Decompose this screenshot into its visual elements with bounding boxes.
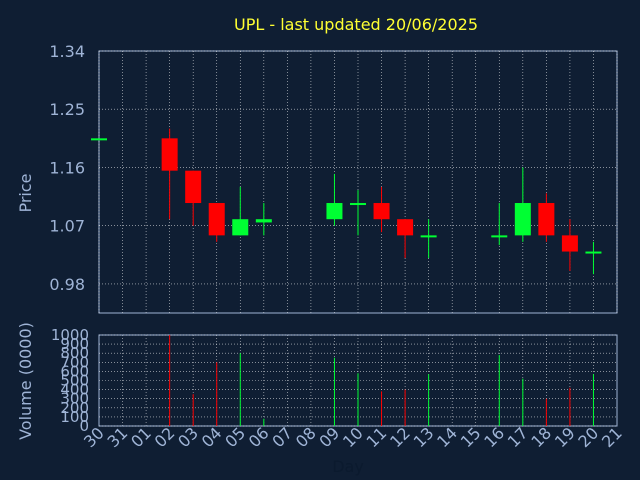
day-axis-label: Day bbox=[332, 457, 364, 476]
chart-title: UPL - last updated 20/06/2025 bbox=[234, 15, 478, 34]
volume-tick-label: 0 bbox=[79, 417, 89, 435]
candle-body bbox=[161, 138, 178, 171]
volume-tick-label: 700 bbox=[60, 353, 89, 371]
volume-tick-label: 500 bbox=[60, 372, 89, 390]
volume-tick-label: 800 bbox=[60, 344, 89, 362]
candle-body bbox=[185, 170, 202, 204]
price-tick-label: 1.34 bbox=[49, 42, 85, 61]
candle-body bbox=[255, 219, 272, 223]
x-tick-label: 21 bbox=[598, 423, 626, 451]
candle-body bbox=[514, 203, 531, 236]
candle-body bbox=[538, 203, 555, 236]
candle-body bbox=[232, 219, 249, 236]
price-axis-label: Price bbox=[16, 173, 35, 212]
price-tick-label: 1.25 bbox=[49, 100, 85, 119]
volume-tick-label: 400 bbox=[60, 381, 89, 399]
candle-body bbox=[420, 235, 437, 238]
volume-axis-label: Volume (0000) bbox=[16, 322, 35, 440]
volume-tick-label: 200 bbox=[60, 399, 89, 417]
candle-body bbox=[91, 138, 107, 141]
volume-tick-label: 300 bbox=[60, 390, 89, 408]
volume-tick-label: 900 bbox=[60, 335, 89, 353]
volume-tick-label: 600 bbox=[60, 362, 89, 380]
price-tick-label: 0.98 bbox=[49, 275, 85, 294]
candle-body bbox=[350, 203, 366, 206]
price-panel: 1.34 1.25 1.16 1.07 0.98 bbox=[49, 42, 618, 314]
price-tick-label: 1.07 bbox=[49, 217, 85, 236]
candle-body bbox=[491, 235, 508, 238]
volume-tick-label: 100 bbox=[60, 408, 89, 426]
candle-body bbox=[397, 219, 414, 236]
candle-body bbox=[326, 203, 343, 220]
candle-body bbox=[373, 203, 390, 220]
volume-tick-label: 1000 bbox=[51, 326, 89, 344]
x-axis-ticks: 3031010203040506070809101112131415161718… bbox=[80, 423, 626, 451]
candle-body bbox=[561, 235, 578, 252]
price-tick-label: 1.16 bbox=[49, 158, 85, 177]
candle-body bbox=[585, 251, 602, 254]
candle-body bbox=[208, 203, 225, 236]
